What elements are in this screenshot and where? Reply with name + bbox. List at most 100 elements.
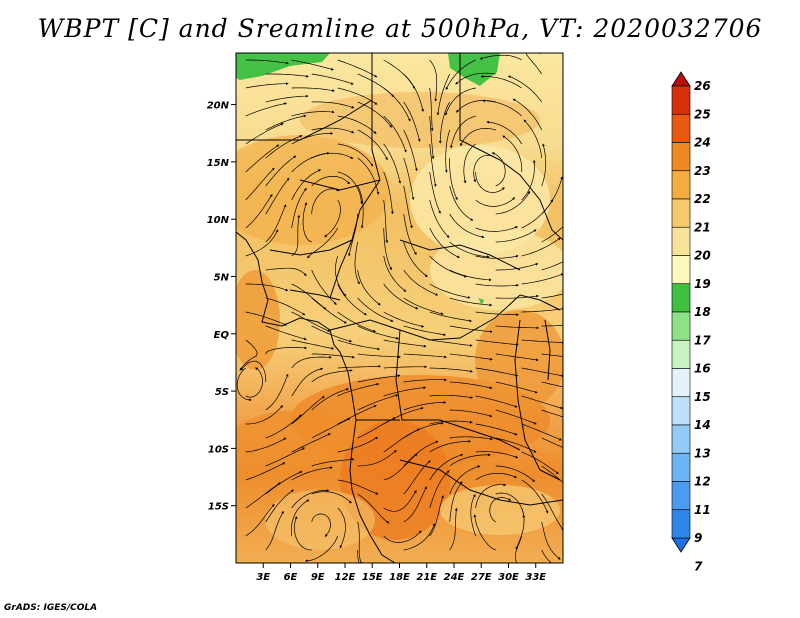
streamline xyxy=(473,514,496,551)
streamline xyxy=(302,202,312,243)
streamline xyxy=(357,521,363,563)
streamline xyxy=(475,283,519,287)
colorbar-swatch xyxy=(671,283,691,313)
streamline xyxy=(245,503,275,537)
streamline xyxy=(521,237,561,257)
streamline xyxy=(475,395,518,408)
streamline xyxy=(245,59,289,65)
streamline xyxy=(291,214,301,257)
streamline xyxy=(357,493,390,524)
streamline xyxy=(311,297,347,324)
streamline xyxy=(337,507,346,549)
streamline xyxy=(403,440,439,467)
streamline xyxy=(357,185,364,229)
streamline xyxy=(265,489,294,523)
colorbar-label: 19 xyxy=(694,277,711,291)
lon-tick-label: 27E xyxy=(471,572,492,583)
streamline xyxy=(495,381,538,394)
streamline xyxy=(429,255,468,278)
streamline xyxy=(337,404,377,425)
streamline xyxy=(403,269,439,296)
streamline xyxy=(337,283,367,316)
streamline xyxy=(265,447,306,467)
streamline xyxy=(245,229,279,257)
streamline xyxy=(291,396,325,425)
colorbar-label: 11 xyxy=(694,503,711,517)
lon-tick-label: 6E xyxy=(284,572,298,583)
streamline xyxy=(383,530,422,543)
streamline xyxy=(265,510,284,551)
lat-tick-label: 10S xyxy=(208,444,229,455)
streamline xyxy=(357,550,360,563)
streamline xyxy=(403,486,427,523)
streamline xyxy=(311,418,351,439)
streamline xyxy=(265,177,290,215)
streamline xyxy=(541,521,561,560)
streamline xyxy=(521,423,563,441)
streamline xyxy=(495,229,537,243)
streamline xyxy=(291,466,333,481)
streamline xyxy=(337,339,381,351)
streamline xyxy=(455,72,496,85)
streamline xyxy=(541,293,563,299)
streamline xyxy=(311,101,355,109)
streamline xyxy=(438,101,451,144)
streamline xyxy=(245,123,284,145)
colorbar-swatch xyxy=(671,396,691,426)
streamline xyxy=(429,394,473,399)
streamline xyxy=(403,297,444,315)
streamline xyxy=(265,73,309,78)
streamline xyxy=(291,339,335,350)
streamline xyxy=(291,151,330,173)
streamline xyxy=(470,494,477,537)
streamline xyxy=(265,114,307,131)
streamline xyxy=(541,549,552,563)
streamline xyxy=(245,405,284,425)
streamline xyxy=(495,190,531,215)
streamline xyxy=(403,213,417,256)
streamline xyxy=(291,489,330,509)
streamline xyxy=(337,115,377,134)
streamline xyxy=(337,87,378,105)
streamline xyxy=(475,483,507,509)
streamline xyxy=(236,367,252,402)
streamline xyxy=(357,353,401,359)
streamline xyxy=(429,470,450,509)
streamline xyxy=(463,143,476,184)
colorbar-label: 16 xyxy=(694,362,711,376)
streamline xyxy=(479,54,522,61)
streamline xyxy=(245,194,273,229)
streamline xyxy=(449,507,458,551)
streamline xyxy=(495,262,539,271)
streamline xyxy=(291,367,324,397)
country-borders xyxy=(236,53,563,563)
colorbar-label: 7 xyxy=(694,559,703,573)
streamline xyxy=(521,199,554,229)
streamline xyxy=(290,499,310,537)
streamline xyxy=(495,325,540,330)
streamline xyxy=(475,451,519,459)
streamline xyxy=(311,175,351,187)
streamline xyxy=(383,115,407,153)
streamline xyxy=(291,132,334,145)
streamline xyxy=(429,59,438,102)
streamline xyxy=(311,369,353,383)
streamline xyxy=(507,75,542,103)
streamline xyxy=(383,428,421,453)
streamline xyxy=(480,75,522,89)
streamlines xyxy=(236,53,563,563)
streamline xyxy=(495,353,539,362)
streamline xyxy=(291,311,331,332)
streamline xyxy=(245,144,280,173)
streamline xyxy=(495,465,536,482)
colorbar-label: 17 xyxy=(694,333,711,347)
streamline xyxy=(245,167,275,201)
lat-tick-label: 5N xyxy=(214,272,230,283)
colorbar-label: 9 xyxy=(694,531,702,545)
lat-tick-label: EQ xyxy=(214,330,230,341)
streamline xyxy=(291,283,327,310)
colorbar-label: 12 xyxy=(694,475,711,489)
lon-tick-label: 12E xyxy=(335,572,356,583)
colorbar-label: 23 xyxy=(694,164,711,178)
